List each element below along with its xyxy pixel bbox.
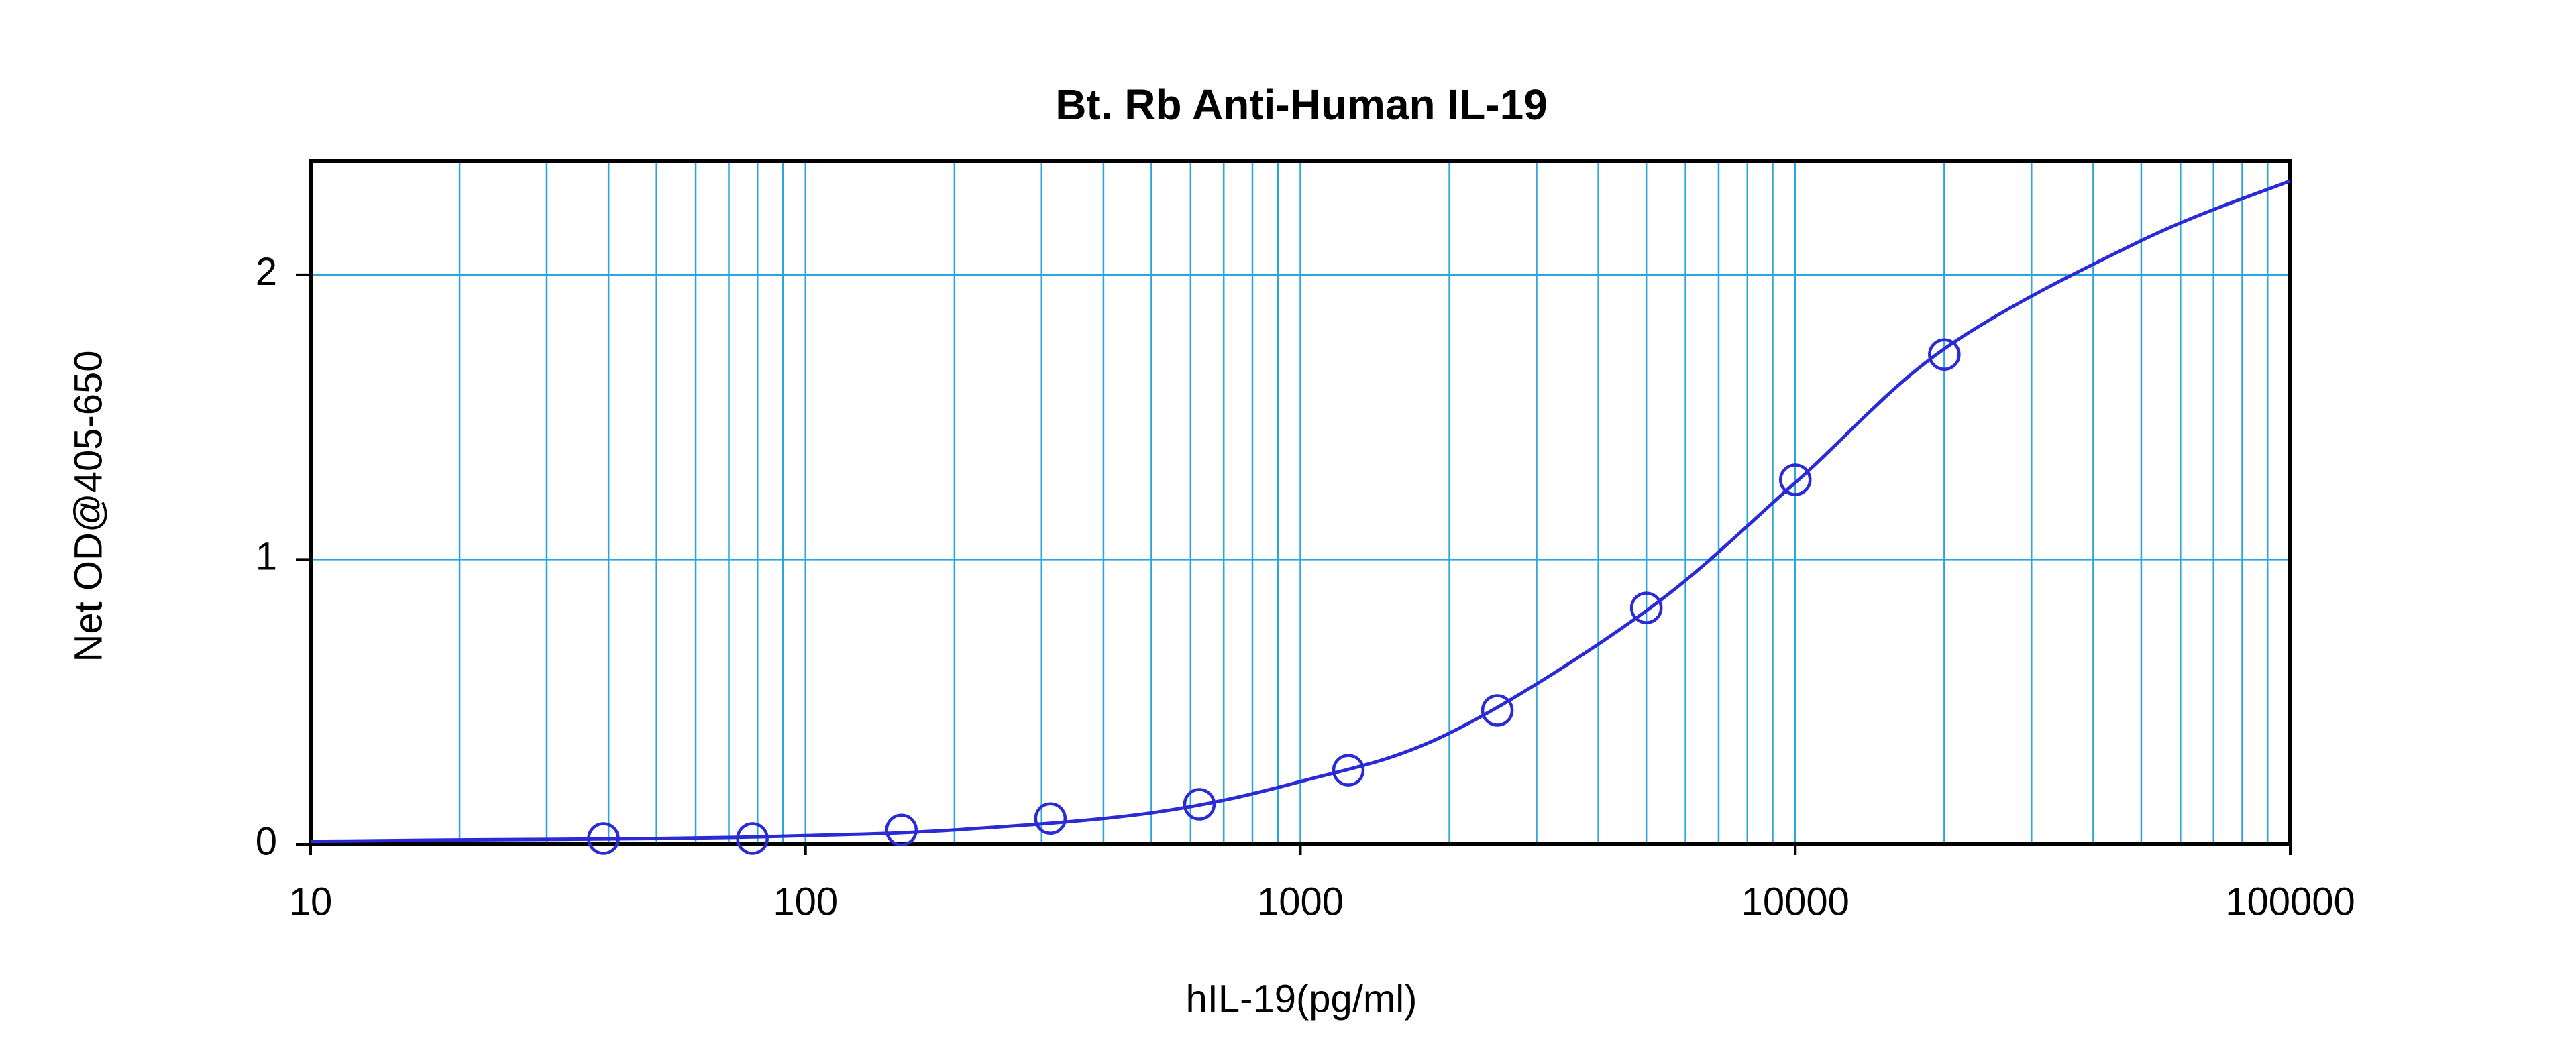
fit-curve (310, 179, 2291, 844)
y-tick-label: 0 (256, 819, 277, 863)
x-tick-label: 100 (773, 880, 838, 923)
x-axis-label: hIL-19(pg/ml) (1186, 977, 1417, 1021)
x-tick-label: 10 (289, 880, 333, 923)
data-point (1183, 788, 1216, 821)
data-point (1928, 338, 1961, 371)
x-tick-label: 10000 (1741, 880, 1849, 923)
data-point (736, 822, 769, 855)
data-point (1629, 591, 1663, 624)
data-point (1481, 694, 1514, 727)
data-point (1779, 463, 1812, 496)
data-point (885, 813, 918, 847)
x-tick-label: 1000 (1257, 880, 1344, 923)
y-tick-label: 2 (256, 250, 277, 294)
chart-title: Bt. Rb Anti-Human IL-19 (1055, 80, 1548, 129)
data-point (587, 822, 620, 855)
y-axis-label: Net OD@405-650 (66, 350, 110, 662)
plot-frame (309, 159, 2292, 846)
data-point (1332, 754, 1365, 787)
y-tick-label: 1 (256, 535, 277, 579)
data-point (1034, 802, 1067, 835)
x-tick-label: 100000 (2225, 880, 2355, 923)
